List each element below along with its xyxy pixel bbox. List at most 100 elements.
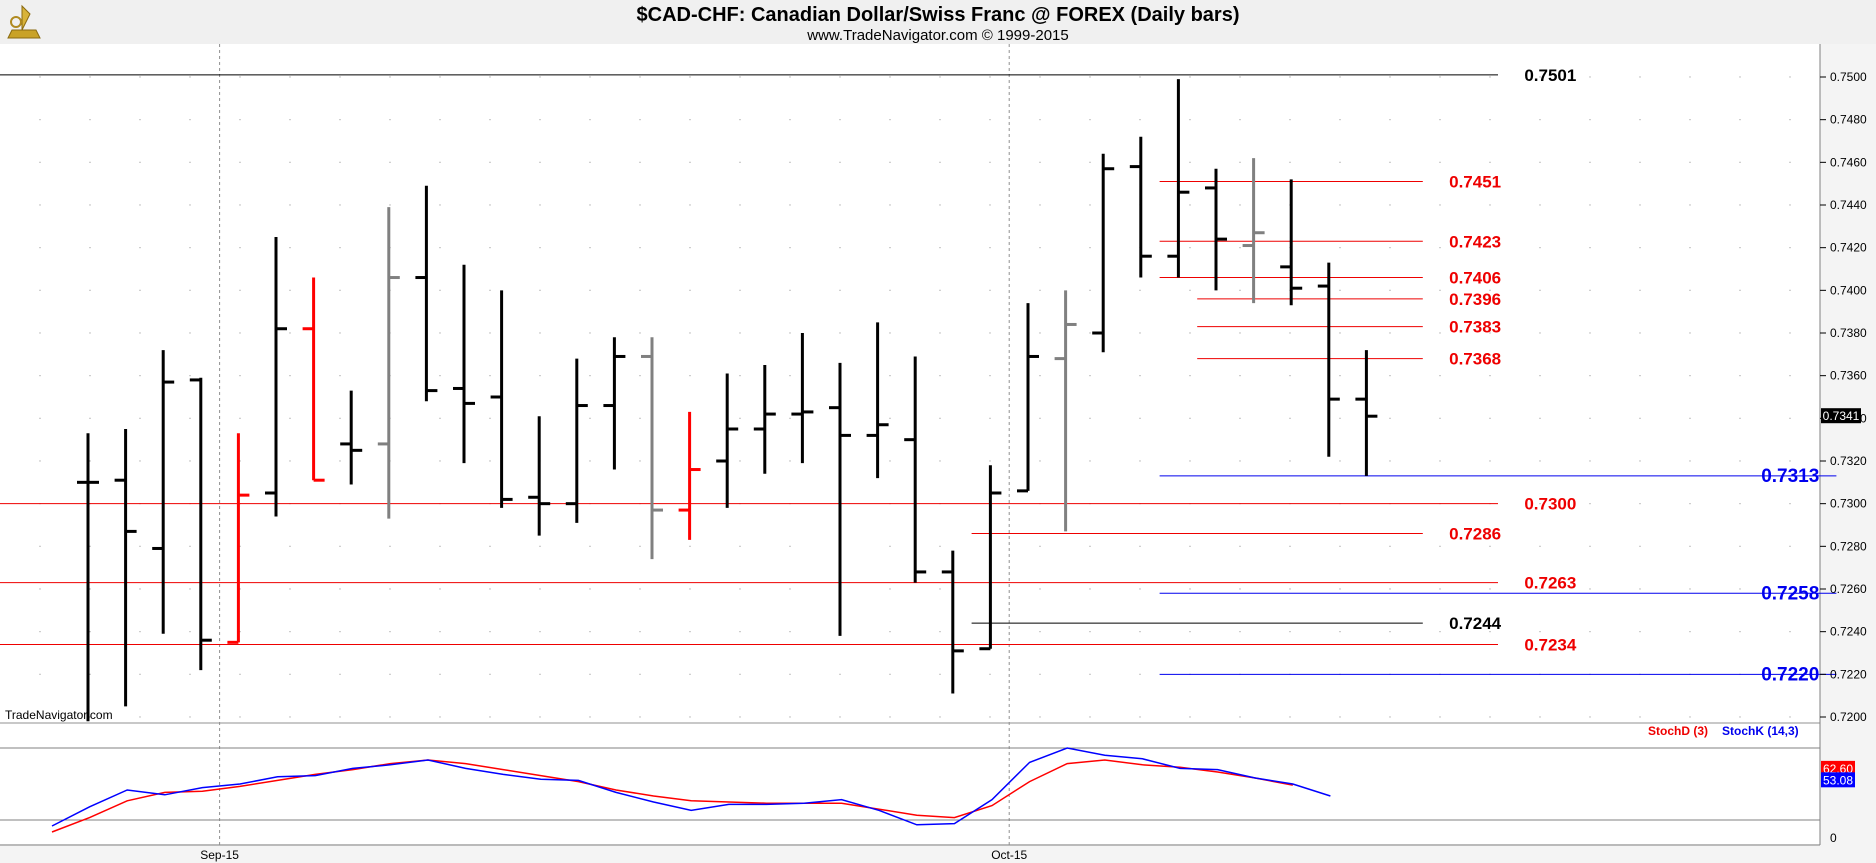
y-grid-dot xyxy=(1389,246,1391,249)
y-grid-dot xyxy=(1239,417,1241,420)
stoch-last-value-k: 53.08 xyxy=(1823,773,1853,787)
y-grid-dot xyxy=(1589,118,1591,121)
y-grid-dot xyxy=(489,460,491,462)
y-grid-dot xyxy=(939,417,941,420)
price-tick-label-0.7280: 0.7280 xyxy=(1830,539,1867,553)
y-grid-dot xyxy=(689,545,691,548)
y-grid-dot xyxy=(239,289,241,292)
price-tick-label-0.7440: 0.7440 xyxy=(1830,198,1867,212)
y-grid-dot xyxy=(589,460,591,462)
y-grid-dot xyxy=(189,588,191,590)
y-grid-dot xyxy=(989,161,991,164)
y-grid-dot xyxy=(939,161,941,164)
y-grid-dot xyxy=(889,417,891,420)
y-grid-dot xyxy=(1689,460,1691,462)
y-grid-dot xyxy=(539,118,541,121)
y-grid-dot xyxy=(389,118,391,121)
y-grid-dot xyxy=(1689,289,1691,292)
y-grid-dot xyxy=(989,289,991,292)
y-grid-dot xyxy=(439,76,441,78)
y-grid-dot xyxy=(939,332,941,334)
y-grid-dot xyxy=(989,118,991,121)
y-grid-dot xyxy=(1589,246,1591,249)
y-grid-dot xyxy=(1039,716,1041,718)
y-grid-dot xyxy=(289,161,291,164)
y-grid-dot xyxy=(1039,118,1041,121)
y-grid-dot xyxy=(339,630,341,633)
y-grid-dot xyxy=(739,545,741,548)
y-grid-dot xyxy=(389,545,391,548)
y-grid-dot xyxy=(139,630,141,633)
y-grid-dot xyxy=(1789,246,1791,249)
y-grid-dot xyxy=(689,588,691,590)
y-grid-dot xyxy=(839,289,841,292)
y-grid-dot xyxy=(1389,417,1391,420)
y-grid-dot xyxy=(89,332,91,334)
y-grid-dot xyxy=(889,118,891,121)
y-grid-dot xyxy=(989,374,991,377)
y-grid-dot xyxy=(789,76,791,78)
y-grid-dot xyxy=(939,588,941,590)
y-grid-dot xyxy=(389,630,391,633)
level-label-0.7286: 0.7286 xyxy=(1449,525,1501,544)
y-grid-dot xyxy=(839,673,841,676)
y-grid-dot xyxy=(789,374,791,377)
level-label-0.7396: 0.7396 xyxy=(1449,290,1501,309)
y-grid-dot xyxy=(89,460,91,462)
y-grid-dot xyxy=(289,204,291,206)
y-grid-dot xyxy=(1239,374,1241,377)
y-grid-dot xyxy=(1389,630,1391,633)
y-grid-dot xyxy=(1289,161,1291,164)
y-grid-dot xyxy=(1189,118,1191,121)
y-grid-dot xyxy=(1339,204,1341,206)
y-grid-dot xyxy=(1089,161,1091,164)
y-grid-dot xyxy=(1589,161,1591,164)
y-grid-dot xyxy=(339,374,341,377)
y-grid-dot xyxy=(39,161,41,164)
y-grid-dot xyxy=(289,246,291,249)
y-grid-dot xyxy=(239,76,241,78)
y-grid-dot xyxy=(1639,716,1641,718)
y-grid-dot xyxy=(1389,460,1391,462)
y-grid-dot xyxy=(1689,246,1691,249)
y-grid-dot xyxy=(1639,545,1641,548)
y-grid-dot xyxy=(789,289,791,292)
y-grid-dot xyxy=(1439,204,1441,206)
y-grid-dot xyxy=(789,545,791,548)
y-grid-dot xyxy=(339,246,341,249)
date-axis: Sep-15 Oct-15 xyxy=(200,848,1027,862)
price-tick-label-0.7420: 0.7420 xyxy=(1830,241,1867,255)
level-label-0.7300: 0.7300 xyxy=(1524,495,1576,514)
y-grid-dot xyxy=(1039,204,1041,206)
y-grid-dot xyxy=(1539,502,1541,505)
y-grid-dot xyxy=(739,374,741,377)
y-grid-dot xyxy=(839,716,841,718)
y-grid-dot xyxy=(239,204,241,206)
y-grid-dot xyxy=(1739,716,1741,718)
y-grid-dot xyxy=(1539,332,1541,334)
y-grid-dot xyxy=(889,716,891,718)
y-grid-dot xyxy=(589,289,591,292)
y-grid-dot xyxy=(1739,374,1741,377)
y-grid-dot xyxy=(989,332,991,334)
y-grid-dot xyxy=(189,246,191,249)
y-grid-dot xyxy=(1789,289,1791,292)
y-grid-dot xyxy=(239,246,241,249)
y-grid-dot xyxy=(1089,417,1091,420)
y-grid-dot xyxy=(1289,460,1291,462)
y-grid-dot xyxy=(1689,588,1691,590)
y-grid-dot xyxy=(1539,118,1541,121)
y-grid-dot xyxy=(1189,545,1191,548)
price-tick-label-0.7460: 0.7460 xyxy=(1830,155,1867,169)
y-grid-dot xyxy=(1689,76,1691,78)
y-grid-dot xyxy=(639,118,641,121)
y-grid-dot xyxy=(1639,588,1641,590)
y-grid-dot xyxy=(889,246,891,249)
y-grid-dot xyxy=(689,673,691,676)
level-label-0.7451: 0.7451 xyxy=(1449,173,1501,192)
y-grid-dot xyxy=(439,417,441,420)
y-grid-dot xyxy=(189,332,191,334)
y-grid-dot xyxy=(1039,545,1041,548)
y-grid-dot xyxy=(1789,630,1791,633)
